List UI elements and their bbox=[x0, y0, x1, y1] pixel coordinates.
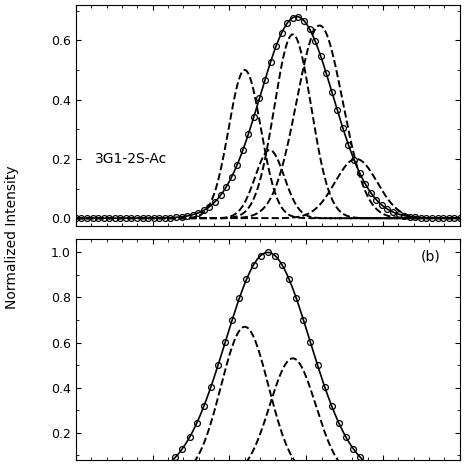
Text: 3G1-2S-Ac: 3G1-2S-Ac bbox=[95, 152, 167, 166]
Text: Normalized Intensity: Normalized Intensity bbox=[5, 165, 19, 309]
Text: (b): (b) bbox=[421, 250, 440, 264]
